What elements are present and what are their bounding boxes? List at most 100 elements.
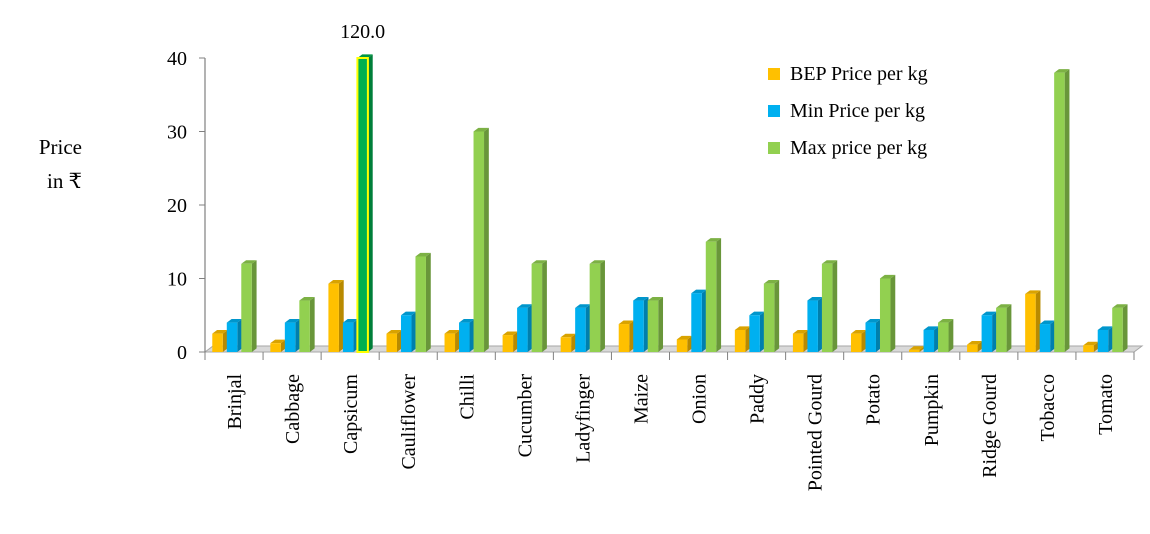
bar-front-face	[923, 329, 935, 352]
bar-front-face	[560, 337, 572, 352]
x-tick-label: Paddy	[747, 374, 769, 424]
bar-front-face	[299, 300, 310, 352]
bar-cauliflower-s3	[415, 252, 431, 352]
bar-front-face	[531, 263, 543, 352]
bar-top-face	[444, 330, 460, 334]
y-tick-label: 0	[177, 342, 187, 364]
y-axis-label-line1: Price	[38, 135, 82, 159]
bar-cabbage-s1	[270, 339, 286, 352]
y-axis-label: Price in ₹	[0, 130, 82, 198]
bar-brinjal-s1	[212, 330, 228, 352]
bar-top-face	[996, 304, 1012, 308]
bar-side-face	[513, 331, 518, 352]
bar-side-face	[251, 260, 257, 352]
bar-ladyfinger-s2	[575, 304, 591, 352]
bar-tomato-s3	[1112, 304, 1128, 352]
bar-side-face	[977, 341, 983, 352]
bar-cucumber-s2	[517, 304, 533, 352]
bar-side-face	[1122, 304, 1128, 352]
bar-top-face	[691, 289, 707, 294]
bar-top-face	[589, 260, 605, 264]
bar-tobacco-s2	[1039, 320, 1055, 352]
bar-front-face	[1025, 293, 1036, 352]
bar-side-face	[919, 346, 925, 352]
bar-top-face	[618, 320, 635, 325]
bar-top-face	[517, 304, 533, 308]
legend: BEP Price per kg Min Price per kg Max pric…	[768, 63, 928, 159]
bar-front-face	[226, 322, 238, 352]
bar-pumpkin-s1	[909, 346, 925, 352]
x-tick-label: Cauliflower	[398, 374, 420, 470]
bar-front-face	[502, 335, 514, 352]
bar-side-face	[1108, 326, 1114, 352]
bar-potato-s1	[850, 330, 867, 352]
bar-top-face	[459, 319, 475, 323]
bar-side-face	[687, 335, 693, 352]
bar-side-face	[716, 238, 722, 352]
clipped-bar-value-label: 120.0	[340, 21, 385, 43]
bar-tomato-s2	[1097, 326, 1114, 352]
bar-front-face	[444, 333, 456, 352]
bar-side-face	[774, 280, 780, 352]
bar-ladyfinger-s3	[589, 260, 605, 352]
bar-cabbage-s2	[284, 319, 301, 352]
bar-front-face	[473, 131, 485, 352]
bar-top-face	[633, 296, 649, 301]
bar-top-face	[328, 280, 344, 284]
bar-front-face	[1054, 72, 1065, 352]
bar-tobacco-s1	[1025, 290, 1041, 352]
bar-side-face	[643, 296, 649, 352]
bar-top-face	[807, 296, 823, 301]
x-tick-label: Onion	[689, 374, 711, 424]
bar-front-face	[691, 293, 702, 352]
legend-swatch	[768, 105, 780, 117]
bar-side-face	[875, 319, 881, 352]
bar-top-face	[967, 341, 983, 345]
bar-front-face	[1112, 307, 1123, 352]
bar-front-face	[734, 329, 746, 352]
x-tick-label: Ladyfinger	[572, 374, 594, 463]
bar-top-face	[575, 304, 591, 308]
bar-paddy-s3	[763, 280, 780, 352]
bar-pointed-gourd-s3	[821, 260, 838, 352]
bar-top-face	[342, 319, 359, 323]
bar-side-face	[1050, 320, 1055, 352]
bar-brinjal-s2	[226, 319, 243, 352]
bar-front-face	[342, 322, 354, 352]
bar-top-face	[270, 339, 286, 344]
bar-front-face	[981, 315, 993, 352]
bar-top-face	[531, 260, 547, 264]
bar-top-face	[560, 333, 576, 338]
x-tick-label: Ridge Gourd	[979, 374, 1001, 478]
bar-pumpkin-s3	[938, 319, 954, 352]
bar-front-face	[415, 256, 426, 352]
bar-capsicum-s1	[328, 280, 344, 352]
bar-onion-s1	[676, 335, 693, 352]
bar-side-face	[469, 319, 475, 352]
bar-side-face	[1035, 290, 1041, 352]
bar-ridge-gourd-s2	[981, 311, 997, 352]
bar-front-face	[1083, 345, 1094, 352]
x-tick-label: Capsicum	[340, 374, 362, 454]
bar-top-face	[1025, 290, 1041, 294]
bar-front-face	[938, 322, 949, 352]
y-axis-label-line2: in ₹	[47, 169, 82, 193]
bar-cabbage-s3	[299, 296, 315, 352]
bar-pointed-gourd-s2	[807, 296, 823, 352]
bar-side-face	[890, 274, 896, 352]
x-tick-label: Potato	[863, 374, 885, 425]
bar-front-face	[386, 333, 397, 352]
bar-front-face	[967, 344, 978, 352]
bar-top-face	[981, 311, 997, 316]
bar-front-face	[270, 343, 281, 352]
bar-front-face	[763, 283, 775, 352]
bar-side-face	[992, 311, 997, 352]
bar-ridge-gourd-s3	[996, 304, 1012, 352]
bar-side-face	[948, 319, 954, 352]
bar-front-face	[879, 278, 891, 352]
bar-front-face	[575, 307, 586, 352]
bar-capsicum-s3	[356, 54, 373, 353]
bar-chilli-s2	[459, 319, 475, 352]
bar-top-face	[763, 280, 780, 284]
